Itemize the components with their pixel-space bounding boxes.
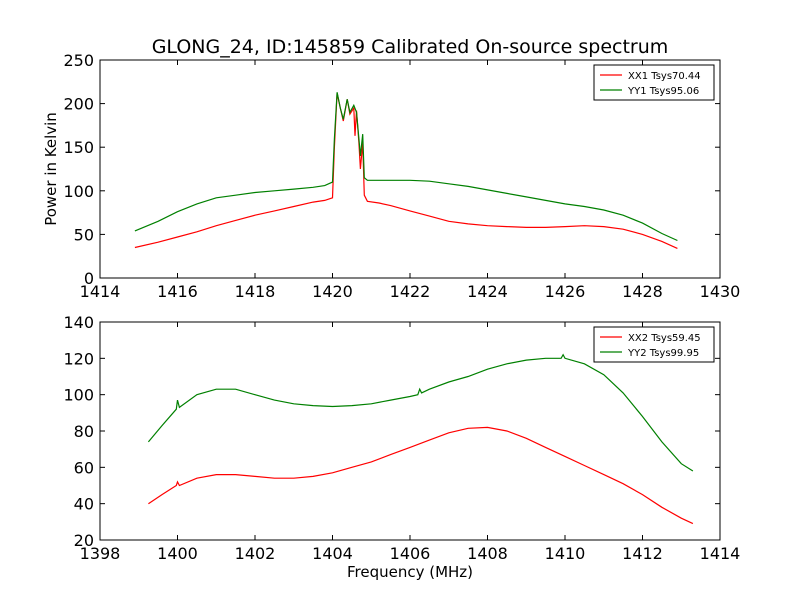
chart-title: GLONG_24, ID:145859 Calibrated On-source… [152, 36, 669, 58]
legend-label-top: YY1 Tsys95.06 [627, 86, 699, 97]
series-line-bottom-2 [147, 353, 694, 472]
x-tick-label-top: 1422 [390, 282, 431, 301]
y-tick-label-bottom: 100 [63, 386, 94, 405]
y-tick-label-top: 150 [63, 138, 94, 157]
y-tick-label-bottom: 40 [74, 495, 94, 514]
plot-panel-bottom: 1398 1400 1402 1404 1406 1408 1410 1412 1414 20 40… [63, 313, 740, 563]
x-tick-label-bottom: 1414 [700, 544, 741, 563]
x-tick-label-bottom: 1402 [235, 544, 276, 563]
x-tick-label-top: 1416 [157, 282, 198, 301]
y-tick-label-bottom: 140 [63, 313, 94, 332]
plot-panel-top: 1414 1416 1418 1420 1422 1424 1426 1428 1430 0 50 1… [63, 51, 740, 301]
x-tick-label-bottom: 1412 [622, 544, 663, 563]
x-tick-label-bottom: 1410 [545, 544, 586, 563]
series-line-top-2 [134, 92, 678, 242]
x-tick-label-bottom: 1398 [80, 544, 121, 563]
x-tick-label-top: 1414 [80, 282, 121, 301]
legend-label-top: XX1 Tsys70.44 [628, 71, 701, 82]
y-tick-label-bottom: 20 [74, 531, 94, 550]
x-tick-label-bottom: 1408 [467, 544, 508, 563]
series-line-bottom-1 [148, 426, 694, 525]
x-tick-label-top: 1424 [467, 282, 508, 301]
y-tick-label-top: 250 [63, 51, 94, 70]
x-tick-label-bottom: 1406 [390, 544, 431, 563]
legend-label-bottom: XX2 Tsys59.45 [628, 333, 701, 344]
y-axis-label: Power in Kelvin [42, 112, 60, 226]
x-tick-label-top: 1420 [312, 282, 353, 301]
y-tick-label-top: 200 [63, 95, 94, 114]
y-tick-label-bottom: 80 [74, 422, 94, 441]
legend-box-top [593, 64, 715, 101]
x-tick-label-top: 1430 [700, 282, 741, 301]
legend-box-bottom [593, 326, 715, 363]
y-tick-label-bottom: 60 [74, 458, 94, 477]
x-tick-label-top: 1426 [545, 282, 586, 301]
y-tick-label-top: 100 [63, 182, 94, 201]
x-tick-label-bottom: 1400 [157, 544, 198, 563]
y-tick-label-top: 50 [74, 225, 94, 244]
x-tick-label-bottom: 1404 [312, 544, 353, 563]
x-tick-label-top: 1428 [622, 282, 663, 301]
legend-label-bottom: YY2 Tsys99.95 [627, 348, 699, 359]
x-axis-label: Frequency (MHz) [347, 563, 473, 581]
y-tick-label-top: 0 [84, 269, 94, 288]
x-tick-label-top: 1418 [235, 282, 276, 301]
y-tick-label-bottom: 120 [63, 349, 94, 368]
